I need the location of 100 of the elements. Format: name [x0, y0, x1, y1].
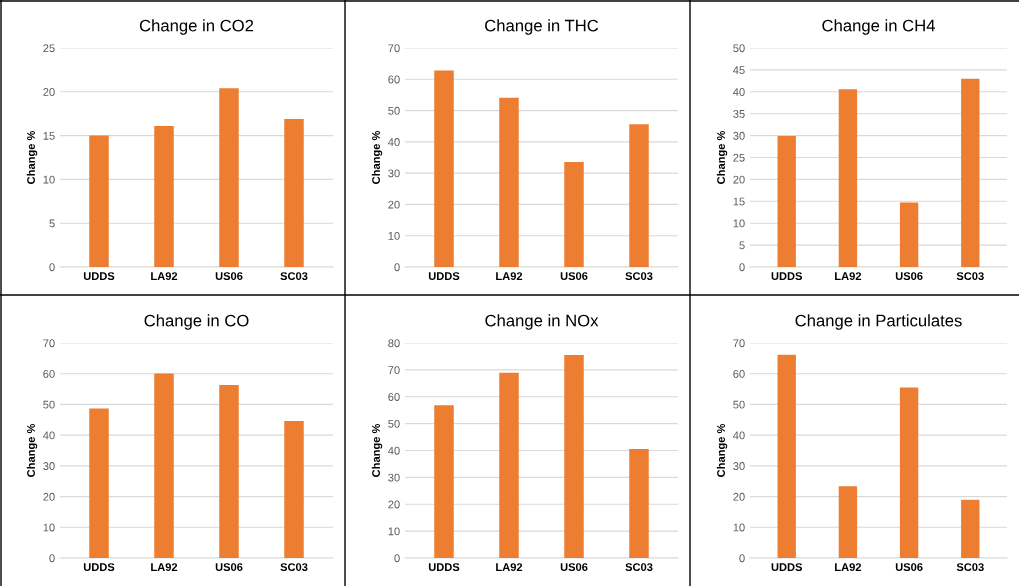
y-tick-label: 30: [733, 462, 745, 470]
x-tick-label: LA92: [151, 563, 178, 572]
y-tick-label: 5: [739, 241, 745, 250]
x-tick-label: UDDS: [428, 563, 460, 572]
y-tick-label: 10: [388, 527, 400, 536]
bar: [899, 387, 919, 558]
bar: [154, 373, 174, 558]
y-tick-label: 5: [49, 219, 55, 228]
y-tick-label: 30: [43, 462, 55, 470]
bar: [89, 408, 109, 558]
y-tick-label: 40: [733, 88, 745, 96]
x-tick-label: LA92: [835, 272, 862, 281]
y-tick-label: 60: [388, 393, 400, 401]
y-tick-label: 10: [388, 231, 400, 240]
chart-title: Change in CO2: [139, 19, 254, 35]
bar: [219, 88, 239, 267]
x-tick-label: LA92: [496, 272, 523, 281]
y-tick-label: 50: [43, 400, 55, 409]
y-tick-label: 45: [733, 66, 745, 75]
bar: [219, 385, 239, 558]
y-tick-label: 20: [733, 175, 745, 184]
x-tick-label: SC03: [625, 563, 653, 572]
y-tick-label: 0: [49, 554, 55, 563]
x-tick-label: UDDS: [771, 563, 803, 572]
bar: [899, 202, 919, 267]
y-tick-label: 30: [733, 131, 745, 140]
x-tick-label: LA92: [151, 272, 178, 281]
y-tick-label: 0: [394, 554, 400, 563]
bar: [777, 354, 796, 558]
x-tick-label: US06: [560, 563, 588, 572]
bar: [284, 421, 304, 558]
x-tick-label: US06: [215, 563, 243, 572]
chart-title: Change in CO: [144, 314, 249, 330]
y-tick-label: 20: [733, 492, 745, 501]
y-tick-label: 40: [388, 446, 400, 455]
x-tick-label: SC03: [956, 272, 984, 281]
x-tick-label: LA92: [496, 563, 523, 572]
bar: [564, 161, 584, 267]
x-tick-label: US06: [215, 272, 243, 281]
y-tick-label: 20: [43, 88, 55, 96]
y-tick-label: 50: [733, 400, 745, 409]
x-tick-label: UDDS: [428, 272, 460, 281]
bar: [499, 372, 519, 558]
chart-title: Change in THC: [485, 19, 599, 35]
y-tick-label: 60: [43, 369, 55, 378]
y-tick-label: 10: [733, 219, 745, 228]
y-axis-title: Change %: [371, 423, 383, 477]
chart-title: Change in Particulates: [795, 314, 962, 330]
bar: [961, 78, 980, 267]
y-tick-label: 20: [43, 492, 55, 501]
y-axis-title: Change %: [26, 423, 38, 477]
y-axis-title: Change %: [716, 423, 728, 477]
y-tick-label: 15: [733, 197, 745, 206]
y-tick-label: 10: [43, 523, 55, 532]
y-tick-label: 0: [739, 554, 745, 563]
x-tick-label: US06: [560, 272, 588, 281]
y-axis-title: Change %: [371, 130, 383, 184]
bar: [629, 124, 649, 267]
x-tick-label: SC03: [625, 272, 653, 281]
y-tick-label: 70: [388, 366, 400, 375]
x-tick-label: SC03: [280, 272, 308, 281]
x-tick-label: UDDS: [771, 272, 803, 281]
y-tick-label: 50: [733, 44, 745, 53]
y-tick-label: 40: [733, 431, 745, 440]
y-tick-label: 70: [388, 44, 400, 53]
bar: [838, 89, 858, 267]
bar: [154, 125, 174, 267]
y-tick-label: 60: [388, 75, 400, 84]
y-tick-label: 40: [388, 138, 400, 146]
y-tick-label: 35: [733, 109, 745, 118]
y-tick-label: 60: [733, 369, 745, 378]
bar: [564, 355, 584, 558]
y-tick-label: 10: [733, 523, 745, 532]
bar: [499, 97, 519, 267]
y-tick-label: 30: [388, 473, 400, 482]
y-tick-label: 20: [388, 500, 400, 509]
x-tick-label: US06: [895, 563, 923, 572]
y-tick-label: 15: [43, 131, 55, 140]
chart-title: Change in CH4: [822, 19, 935, 35]
y-tick-label: 0: [49, 263, 55, 272]
bar: [777, 136, 796, 267]
y-tick-label: 10: [43, 175, 55, 184]
chart-title: Change in NOx: [485, 314, 599, 330]
x-tick-label: UDDS: [83, 272, 115, 281]
y-tick-label: 20: [388, 200, 400, 209]
x-tick-label: US06: [895, 272, 923, 281]
x-tick-label: SC03: [956, 563, 984, 572]
bar: [434, 70, 454, 267]
y-tick-label: 0: [739, 263, 745, 272]
y-tick-label: 80: [388, 339, 400, 348]
y-axis-title: Change %: [26, 130, 38, 184]
bar: [838, 486, 858, 558]
bar: [434, 405, 454, 558]
bar: [961, 499, 980, 558]
bar: [284, 118, 304, 267]
y-tick-label: 25: [733, 153, 745, 162]
y-tick-label: 0: [394, 263, 400, 272]
y-tick-label: 40: [43, 431, 55, 440]
y-tick-label: 30: [388, 169, 400, 178]
y-tick-label: 50: [388, 419, 400, 428]
